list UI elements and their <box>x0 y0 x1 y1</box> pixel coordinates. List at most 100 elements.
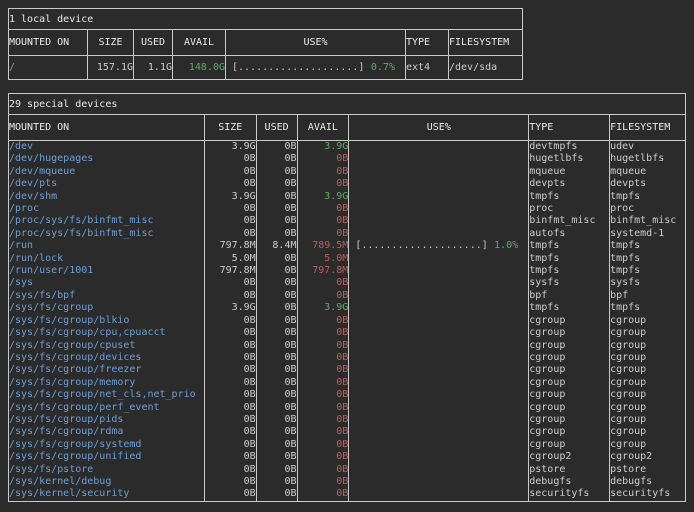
cell-mounted-on: /sys/kernel/security <box>9 488 205 501</box>
cell-use-pct <box>349 302 529 314</box>
device-row: /sys/fs/cgroup/blkio0B0B0Bcgroupcgroup <box>9 315 686 327</box>
cell-size: 797.8M <box>204 265 256 277</box>
cell-avail: 148.0G <box>173 56 226 80</box>
cell-filesystem: tmpfs <box>610 253 686 265</box>
cell-type: binfmt_misc <box>529 215 610 227</box>
cell-avail: 0B <box>297 215 349 227</box>
device-row: /sys/fs/pstore0B0B0Bpstorepstore <box>9 464 686 476</box>
cell-mounted-on: /sys/fs/cgroup/net_cls,net_prio <box>9 389 205 401</box>
cell-mounted-on: /sys/fs/cgroup/systemd <box>9 439 205 451</box>
cell-type: bpf <box>529 290 610 302</box>
cell-avail: 0B <box>297 439 349 451</box>
cell-size: 797.8M <box>204 240 256 252</box>
cell-use-pct <box>349 488 529 501</box>
usage-bar: [....................] <box>355 240 487 252</box>
cell-filesystem: tmpfs <box>610 265 686 277</box>
usage-indicator: [....................]1.0% <box>349 240 528 252</box>
cell-used: 0B <box>256 228 297 240</box>
cell-size: 0B <box>204 426 256 438</box>
cell-filesystem: cgroup <box>610 439 686 451</box>
cell-size: 0B <box>204 488 256 501</box>
cell-size: 157.1G <box>88 56 134 80</box>
device-row: /sys0B0B0Bsysfssysfs <box>9 277 686 289</box>
cell-size: 0B <box>204 451 256 463</box>
cell-size: 0B <box>204 476 256 488</box>
cell-use-pct <box>349 377 529 389</box>
cell-used: 0B <box>256 402 297 414</box>
device-row: /sys/fs/cgroup/cpu,cpuacct0B0B0Bcgroupcg… <box>9 327 686 339</box>
cell-use-pct <box>349 153 529 165</box>
device-row: /sys/fs/cgroup3.9G0B3.9Gtmpfstmpfs <box>9 302 686 314</box>
cell-mounted-on: /sys/fs/cgroup/blkio <box>9 315 205 327</box>
cell-used: 0B <box>256 302 297 314</box>
device-row: /sys/kernel/debug0B0B0Bdebugfsdebugfs <box>9 476 686 488</box>
cell-type: cgroup <box>529 377 610 389</box>
cell-mounted-on: / <box>9 56 88 80</box>
cell-used: 0B <box>256 352 297 364</box>
column-header-size: SIZE <box>88 30 134 56</box>
cell-avail: 3.9G <box>297 141 349 154</box>
cell-filesystem: pstore <box>610 464 686 476</box>
cell-used: 0B <box>256 141 297 154</box>
cell-type: cgroup <box>529 327 610 339</box>
cell-use-pct <box>349 402 529 414</box>
cell-size: 0B <box>204 277 256 289</box>
cell-mounted-on: /proc/sys/fs/binfmt_misc <box>9 228 205 240</box>
cell-used: 0B <box>256 340 297 352</box>
cell-mounted-on: /proc/sys/fs/binfmt_misc <box>9 215 205 227</box>
cell-used: 0B <box>256 414 297 426</box>
device-row: /dev/shm3.9G0B3.9Gtmpfstmpfs <box>9 191 686 203</box>
cell-use-pct <box>349 141 529 154</box>
cell-used: 0B <box>256 364 297 376</box>
cell-type: autofs <box>529 228 610 240</box>
column-header-used: USED <box>256 115 297 141</box>
cell-size: 0B <box>204 389 256 401</box>
cell-avail: 0B <box>297 315 349 327</box>
cell-type: devpts <box>529 178 610 190</box>
column-header-used: USED <box>134 30 173 56</box>
cell-used: 0B <box>256 166 297 178</box>
cell-type: ext4 <box>406 56 449 80</box>
cell-use-pct: [....................]1.0% <box>349 240 529 252</box>
device-row: /dev/hugepages0B0B0Bhugetlbfshugetlbfs <box>9 153 686 165</box>
cell-mounted-on: /sys/fs/cgroup/cpu,cpuacct <box>9 327 205 339</box>
column-header-mounted-on: MOUNTED ON <box>9 115 205 141</box>
column-header-filesystem: FILESYSTEM <box>610 115 686 141</box>
cell-avail: 0B <box>297 352 349 364</box>
cell-filesystem: devpts <box>610 178 686 190</box>
cell-used: 0B <box>256 153 297 165</box>
cell-mounted-on: /sys/kernel/debug <box>9 476 205 488</box>
device-row: /sys/fs/cgroup/net_cls,net_prio0B0B0Bcgr… <box>9 389 686 401</box>
cell-used: 8.4M <box>256 240 297 252</box>
cell-type: cgroup <box>529 364 610 376</box>
cell-type: cgroup2 <box>529 451 610 463</box>
cell-use-pct <box>349 464 529 476</box>
cell-avail: 0B <box>297 402 349 414</box>
cell-used: 0B <box>256 488 297 501</box>
cell-mounted-on: /dev/hugepages <box>9 153 205 165</box>
cell-use-pct <box>349 439 529 451</box>
device-row: /proc/sys/fs/binfmt_misc0B0B0Bautofssyst… <box>9 228 686 240</box>
cell-used: 0B <box>256 377 297 389</box>
cell-avail: 0B <box>297 451 349 463</box>
cell-type: mqueue <box>529 166 610 178</box>
cell-size: 3.9G <box>204 191 256 203</box>
cell-filesystem: cgroup2 <box>610 451 686 463</box>
local-devices-table: 1 local device MOUNTED ONSIZEUSEDAVAILUS… <box>8 8 523 80</box>
cell-type: cgroup <box>529 426 610 438</box>
cell-size: 3.9G <box>204 141 256 154</box>
cell-mounted-on: /sys/fs/cgroup/memory <box>9 377 205 389</box>
cell-mounted-on: /sys/fs/cgroup/cpuset <box>9 340 205 352</box>
cell-use-pct <box>349 414 529 426</box>
cell-avail: 0B <box>297 153 349 165</box>
cell-type: proc <box>529 203 610 215</box>
cell-mounted-on: /run/user/1001 <box>9 265 205 277</box>
usage-bar: [....................] <box>232 56 364 79</box>
cell-type: tmpfs <box>529 191 610 203</box>
cell-mounted-on: /sys/fs/cgroup/devices <box>9 352 205 364</box>
cell-filesystem: bpf <box>610 290 686 302</box>
cell-type: cgroup <box>529 315 610 327</box>
cell-use-pct <box>349 426 529 438</box>
cell-filesystem: cgroup <box>610 402 686 414</box>
cell-type: cgroup <box>529 389 610 401</box>
